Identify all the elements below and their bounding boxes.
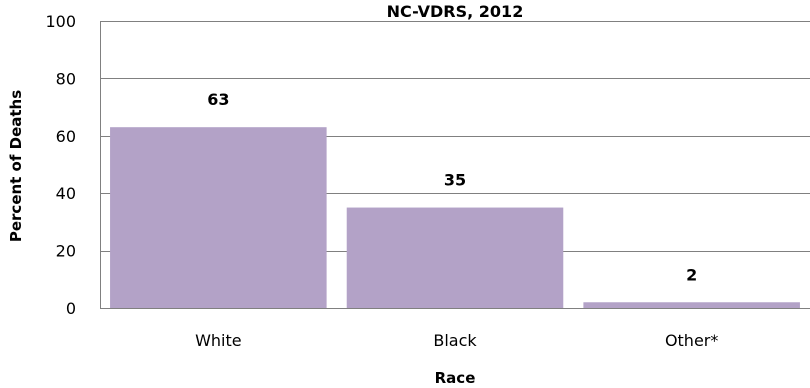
data-label: 2 — [686, 265, 697, 284]
x-category-label: Other* — [665, 331, 718, 350]
y-tick-label: 80 — [56, 69, 76, 88]
y-tick-label: 100 — [45, 12, 76, 31]
bar-black — [346, 207, 564, 308]
data-label: 35 — [444, 171, 466, 190]
bar-white — [110, 127, 327, 308]
chart-title: NC-VDRS, 2012 — [387, 2, 524, 21]
data-labels: 63 35 2 — [207, 90, 697, 284]
x-axis-title: Race — [435, 369, 476, 387]
y-tick-label: 60 — [56, 127, 76, 146]
bars — [110, 127, 800, 308]
y-axis-title: Percent of Deaths — [7, 90, 25, 242]
y-tick-label: 0 — [66, 299, 76, 318]
x-category-label: White — [195, 331, 242, 350]
y-tick-label: 40 — [56, 184, 76, 203]
x-category-label: Black — [433, 331, 477, 350]
y-tick-label: 20 — [56, 242, 76, 261]
y-axis-ticks: 0 20 40 60 80 100 — [45, 12, 76, 318]
plot-area — [100, 21, 810, 309]
bar-other — [583, 302, 800, 308]
x-axis-categories: White Black Other* — [195, 331, 718, 350]
data-label: 63 — [207, 90, 229, 109]
